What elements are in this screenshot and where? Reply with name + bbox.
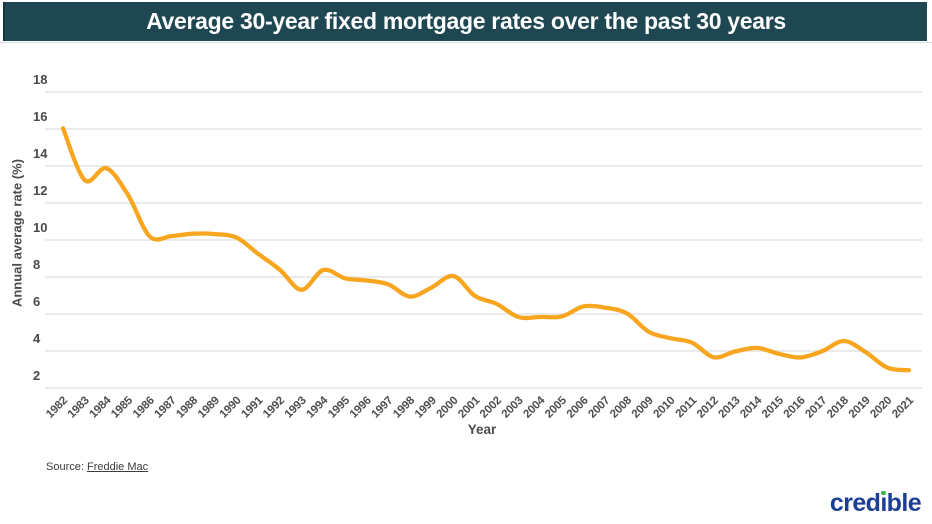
x-tick-label: 2016	[782, 395, 808, 421]
x-tick-label: 2015	[760, 394, 787, 421]
x-tick-label: 2003	[500, 395, 526, 421]
x-tick-label: 2002	[478, 395, 504, 421]
credible-logo: credıble	[829, 489, 922, 518]
x-tick-label: 2004	[521, 394, 548, 421]
x-tick-label: 2019	[847, 395, 873, 421]
x-tick-label: 1990	[218, 395, 244, 421]
x-tick-label: 1997	[369, 395, 395, 421]
x-tick-label: 2007	[586, 395, 612, 421]
x-tick-label: 1989	[196, 395, 222, 421]
title-banner: Average 30-year fixed mortgage rates ove…	[3, 2, 927, 41]
x-tick-label: 1998	[391, 394, 418, 421]
y-tick-label: 4	[33, 331, 41, 346]
x-tick-label: 2010	[651, 395, 677, 421]
x-tick-label: 1999	[413, 395, 439, 421]
rate-line	[60, 126, 912, 373]
x-tick-label: 1994	[304, 394, 331, 421]
y-tick-label: 8	[33, 257, 40, 272]
logo-i-green-dot: ı	[880, 489, 887, 517]
x-tick-label: 1995	[326, 394, 353, 421]
page-title: Average 30-year fixed mortgage rates ove…	[146, 8, 786, 34]
x-tick-label: 2006	[565, 395, 591, 421]
x-tick-label: 2008	[608, 394, 635, 421]
y-tick-label: 10	[33, 220, 47, 235]
x-tick-label: 1992	[261, 395, 287, 421]
x-tick-label: 2001	[456, 394, 483, 421]
x-tick-label: 2011	[674, 394, 700, 420]
x-tick-label: 2017	[803, 395, 829, 421]
y-tick-label: 12	[33, 183, 47, 198]
x-tick-label: 1983	[66, 395, 92, 421]
x-tick-label: 1982	[44, 395, 70, 421]
x-tick-label: 1993	[283, 395, 309, 421]
x-tick-label: 2005	[543, 394, 570, 421]
x-tick-label: 1991	[239, 394, 266, 421]
x-tick-label: 1984	[87, 394, 114, 421]
x-tick-label: 1985	[109, 394, 136, 421]
x-tick-label: 2021	[890, 394, 917, 421]
y-axis-title: Annual average rate (%)	[9, 158, 25, 308]
x-tick-label: 1986	[131, 395, 157, 421]
y-tick-label: 18	[33, 72, 47, 87]
banner-divider	[0, 42, 932, 43]
x-tick-label: 2012	[695, 395, 721, 421]
x-tick-label: 2020	[868, 395, 894, 421]
x-axis-title: Year	[467, 422, 497, 437]
x-tick-label: 1988	[174, 394, 201, 421]
logo-part-ble: ble	[886, 489, 922, 517]
x-tick-label: 1987	[153, 395, 179, 421]
logo-part-cred: cred	[829, 489, 881, 517]
x-tick-label: 1996	[348, 395, 374, 421]
x-tick-label: 2018	[825, 394, 852, 421]
x-tick-label: 2000	[435, 395, 461, 421]
y-tick-label: 16	[33, 109, 47, 124]
x-tick-label: 2013	[717, 395, 743, 421]
source-prefix: Source:	[46, 461, 87, 473]
source-link[interactable]: Freddie Mac	[86, 461, 149, 473]
x-tick-label: 2009	[630, 395, 656, 421]
y-tick-label: 14	[33, 146, 48, 161]
y-tick-label: 2	[33, 368, 40, 383]
y-tick-label: 6	[33, 294, 40, 309]
x-tick-label: 2014	[738, 394, 765, 421]
source-caption: Source: Freddie Mac	[46, 461, 148, 473]
